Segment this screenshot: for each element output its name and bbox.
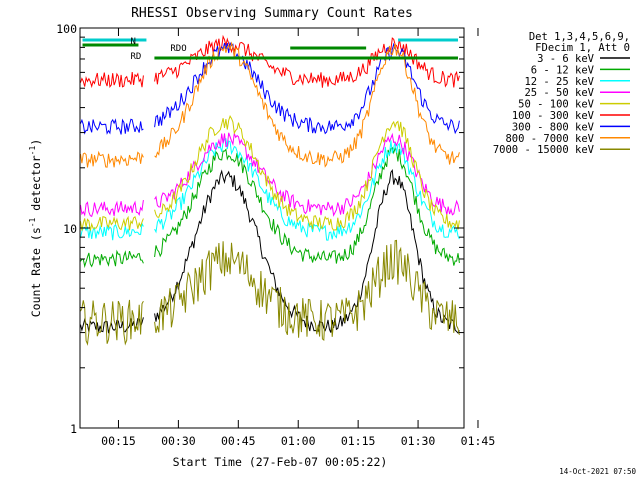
generation-timestamp: 14-Oct-2021 07:50 [559, 467, 636, 476]
x-tick-label: 01:15 [341, 434, 376, 448]
y-tick-label: 100 [56, 22, 77, 36]
plot-flags: N RD RDO [82, 37, 459, 62]
y-tick-label: 1 [70, 422, 77, 436]
plot-series [80, 34, 460, 346]
y-label-sup1: -1 [28, 217, 37, 227]
legend-label-8: 7000 - 15000 keV [493, 144, 595, 156]
axis-ticks: 00:15 00:30 00:45 01:00 01:15 01:30 01:45 1 10 10… [56, 22, 495, 448]
legend-label-4: 50 - 100 keV [518, 99, 595, 111]
x-tick-label: 00:15 [101, 434, 136, 448]
x-tick-label: 01:00 [281, 434, 316, 448]
y-label-sup2: -1 [28, 145, 37, 155]
series-line-1 [80, 146, 460, 269]
x-tick-label: 00:45 [221, 434, 256, 448]
night-flag-label: N [130, 37, 135, 47]
series-line-3 [80, 132, 460, 218]
series-line-5 [80, 34, 460, 89]
rdo-flag-label-1: RD [130, 52, 141, 62]
legend: Det 1,3,4,5,6,9, FDecim 1, Att 0 3 - 6 k… [493, 31, 630, 156]
legend-label-1: 6 - 12 keV [531, 64, 595, 76]
series-line-4 [80, 115, 460, 231]
x-axis-label: Start Time (27-Feb-07 00:05:22) [173, 455, 388, 469]
y-axis-label: Count Rate (s-1 detector-1) [28, 139, 43, 318]
legend-label-7: 800 - 7000 keV [505, 133, 594, 145]
legend-header-line2: FDecim 1, Att 0 [535, 42, 630, 54]
y-label-main: Count Rate (s [29, 227, 43, 317]
y-label-rest: detector [29, 155, 43, 217]
series-line-0 [80, 169, 460, 334]
series-line-7 [80, 41, 460, 168]
legend-label-0: 3 - 6 keV [537, 53, 595, 65]
x-tick-label: 01:30 [401, 434, 436, 448]
legend-label-6: 300 - 800 keV [512, 121, 595, 133]
x-tick-label: 00:30 [161, 434, 196, 448]
rdo-flag-label-2: RDO [170, 44, 186, 54]
y-tick-label: 10 [63, 222, 77, 236]
x-tick-label: 01:45 [461, 434, 496, 448]
legend-header-line1: Det 1,3,4,5,6,9, [529, 31, 630, 43]
y-label-end: ) [29, 139, 43, 146]
legend-label-2: 12 - 25 keV [524, 76, 594, 88]
legend-label-5: 100 - 300 keV [512, 110, 595, 122]
series-line-8 [80, 239, 460, 346]
series-line-2 [80, 138, 460, 241]
chart-title: RHESSI Observing Summary Count Rates [131, 6, 413, 21]
legend-label-3: 25 - 50 keV [524, 87, 594, 99]
